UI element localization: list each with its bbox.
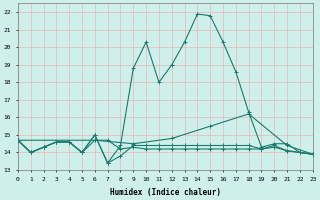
- X-axis label: Humidex (Indice chaleur): Humidex (Indice chaleur): [110, 188, 221, 197]
